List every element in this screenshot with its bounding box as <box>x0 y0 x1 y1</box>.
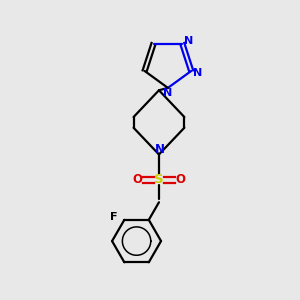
Text: N: N <box>163 88 172 98</box>
Text: O: O <box>176 173 185 186</box>
Text: F: F <box>110 212 118 222</box>
Text: O: O <box>133 173 142 186</box>
Text: N: N <box>154 143 165 156</box>
Text: N: N <box>193 68 203 78</box>
Text: N: N <box>184 36 194 46</box>
Text: S: S <box>154 173 164 186</box>
